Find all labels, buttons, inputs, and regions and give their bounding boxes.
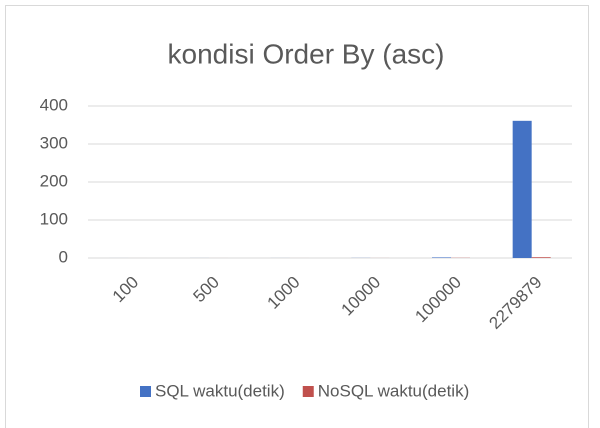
- y-tick-label: 400: [40, 95, 68, 114]
- legend-swatch: [302, 386, 314, 397]
- chart-border: [5, 5, 589, 428]
- y-tick-label: 300: [40, 133, 68, 152]
- y-tick-label: 100: [40, 209, 68, 228]
- y-tick-label: 0: [59, 247, 68, 266]
- legend-swatch: [140, 386, 151, 397]
- chart-title: kondisi Order By (asc): [168, 38, 445, 69]
- bar: [512, 120, 532, 258]
- legend-label: SQL waktu(detik): [155, 381, 285, 400]
- bar: [531, 257, 551, 258]
- bar: [432, 257, 451, 258]
- legend-label: NoSQL waktu(detik): [318, 381, 469, 400]
- y-tick-label: 200: [40, 171, 68, 190]
